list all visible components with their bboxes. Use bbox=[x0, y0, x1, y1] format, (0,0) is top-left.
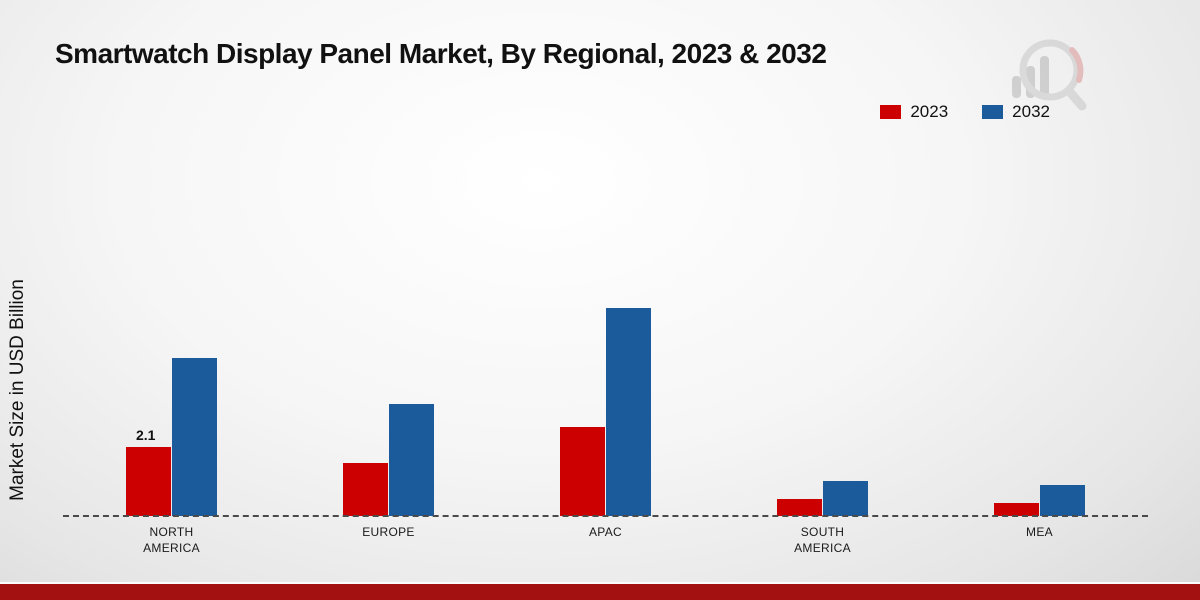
bar-value-label-north-america: 2.1 bbox=[136, 427, 156, 443]
x-axis-baseline bbox=[63, 515, 1148, 517]
bar-2023-apac bbox=[560, 427, 605, 516]
bar-group-north-america: 2.1 bbox=[126, 358, 217, 516]
legend-item-2032: 2032 bbox=[982, 102, 1050, 122]
legend-label-2023: 2023 bbox=[910, 102, 949, 121]
y-axis-label: Market Size in USD Billion bbox=[7, 279, 28, 501]
category-labels: NORTH AMERICA EUROPE APAC SOUTH AMERICA MEA bbox=[63, 524, 1148, 556]
legend-swatch-2023 bbox=[880, 105, 902, 119]
category-label-apac: APAC bbox=[589, 525, 622, 539]
bar-2032-europe bbox=[389, 404, 434, 516]
bar-2032-south-america bbox=[823, 481, 868, 516]
bar-2023-south-america bbox=[777, 499, 822, 516]
category-label-south-america: SOUTH AMERICA bbox=[794, 525, 851, 556]
bar-2023-north-america bbox=[126, 447, 171, 516]
bar-group-europe bbox=[343, 404, 434, 516]
bar-2023-europe bbox=[343, 463, 388, 516]
chart-title: Smartwatch Display Panel Market, By Regi… bbox=[55, 38, 827, 69]
legend-swatch-2032 bbox=[982, 105, 1004, 119]
category-label-mea: MEA bbox=[1026, 525, 1053, 539]
category-label-north-america: NORTH AMERICA bbox=[143, 525, 200, 556]
bar-groups: 2.1 bbox=[63, 0, 1148, 516]
legend-label-2032: 2032 bbox=[1012, 102, 1050, 121]
bar-2032-mea bbox=[1040, 485, 1085, 516]
bar-group-apac bbox=[560, 308, 651, 516]
magnifier-bar-chart-logo bbox=[998, 28, 1090, 119]
plot-area: 2.1 NORTH AMERICA EUROPE APAC SOUTH AMERICA… bbox=[63, 0, 1148, 600]
bar-2023-mea bbox=[994, 503, 1039, 516]
bar-group-south-america bbox=[777, 481, 868, 516]
category-label-europe: EUROPE bbox=[362, 525, 415, 539]
bar-group-mea bbox=[994, 485, 1085, 516]
bar-2032-north-america bbox=[172, 358, 217, 516]
legend-item-2023: 2023 bbox=[880, 102, 948, 122]
bar-2032-apac bbox=[606, 308, 651, 516]
footer-accent-bar bbox=[0, 582, 1200, 600]
legend: 2023 2032 bbox=[880, 102, 1050, 122]
